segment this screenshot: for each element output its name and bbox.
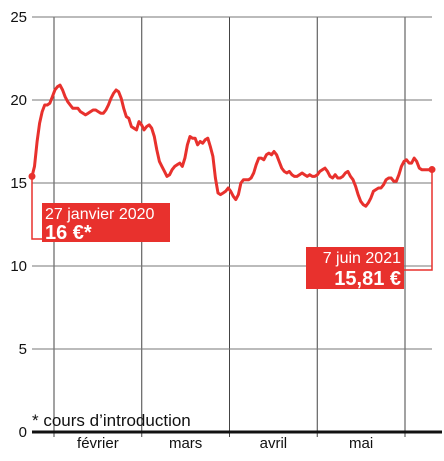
start-point-marker: [28, 172, 36, 180]
start-annotation-box: [42, 203, 170, 242]
month-gridlines: [53, 17, 406, 437]
end-annotation: 7 juin 2021 15,81 €: [306, 169, 433, 290]
start-annotation: 27 janvier 2020 16 €*: [31, 176, 170, 244]
y-tick-label-25: 25: [10, 9, 27, 26]
x-axis-month-labels: février mars avril mai: [77, 435, 373, 452]
y-axis-ticks: 0 5 10 15 20 25: [10, 9, 27, 441]
footnote: * cours d’introduction: [32, 411, 191, 430]
end-annotation-box: [306, 247, 404, 289]
x-tick-label-mai: mai: [349, 435, 373, 452]
x-tick-label-février: février: [77, 435, 119, 452]
x-tick-label-avril: avril: [260, 435, 288, 452]
y-tick-label-20: 20: [10, 92, 27, 109]
start-annotation-leader: [31, 176, 42, 240]
end-annotation-price: 15,81 €: [334, 268, 401, 290]
end-annotation-date: 7 juin 2021: [323, 250, 401, 267]
value-gridlines: [32, 16, 432, 350]
y-tick-label-5: 5: [19, 341, 27, 358]
end-point-marker: [428, 166, 436, 174]
start-annotation-date: 27 janvier 2020: [45, 206, 155, 223]
y-tick-label-0: 0: [19, 424, 27, 441]
series-line-price: [30, 83, 434, 208]
end-annotation-leader: [404, 169, 433, 271]
start-annotation-price: 16 €*: [45, 222, 92, 244]
y-tick-label-15: 15: [10, 175, 27, 192]
x-tick-label-mars: mars: [169, 435, 202, 452]
y-tick-label-10: 10: [10, 258, 27, 275]
